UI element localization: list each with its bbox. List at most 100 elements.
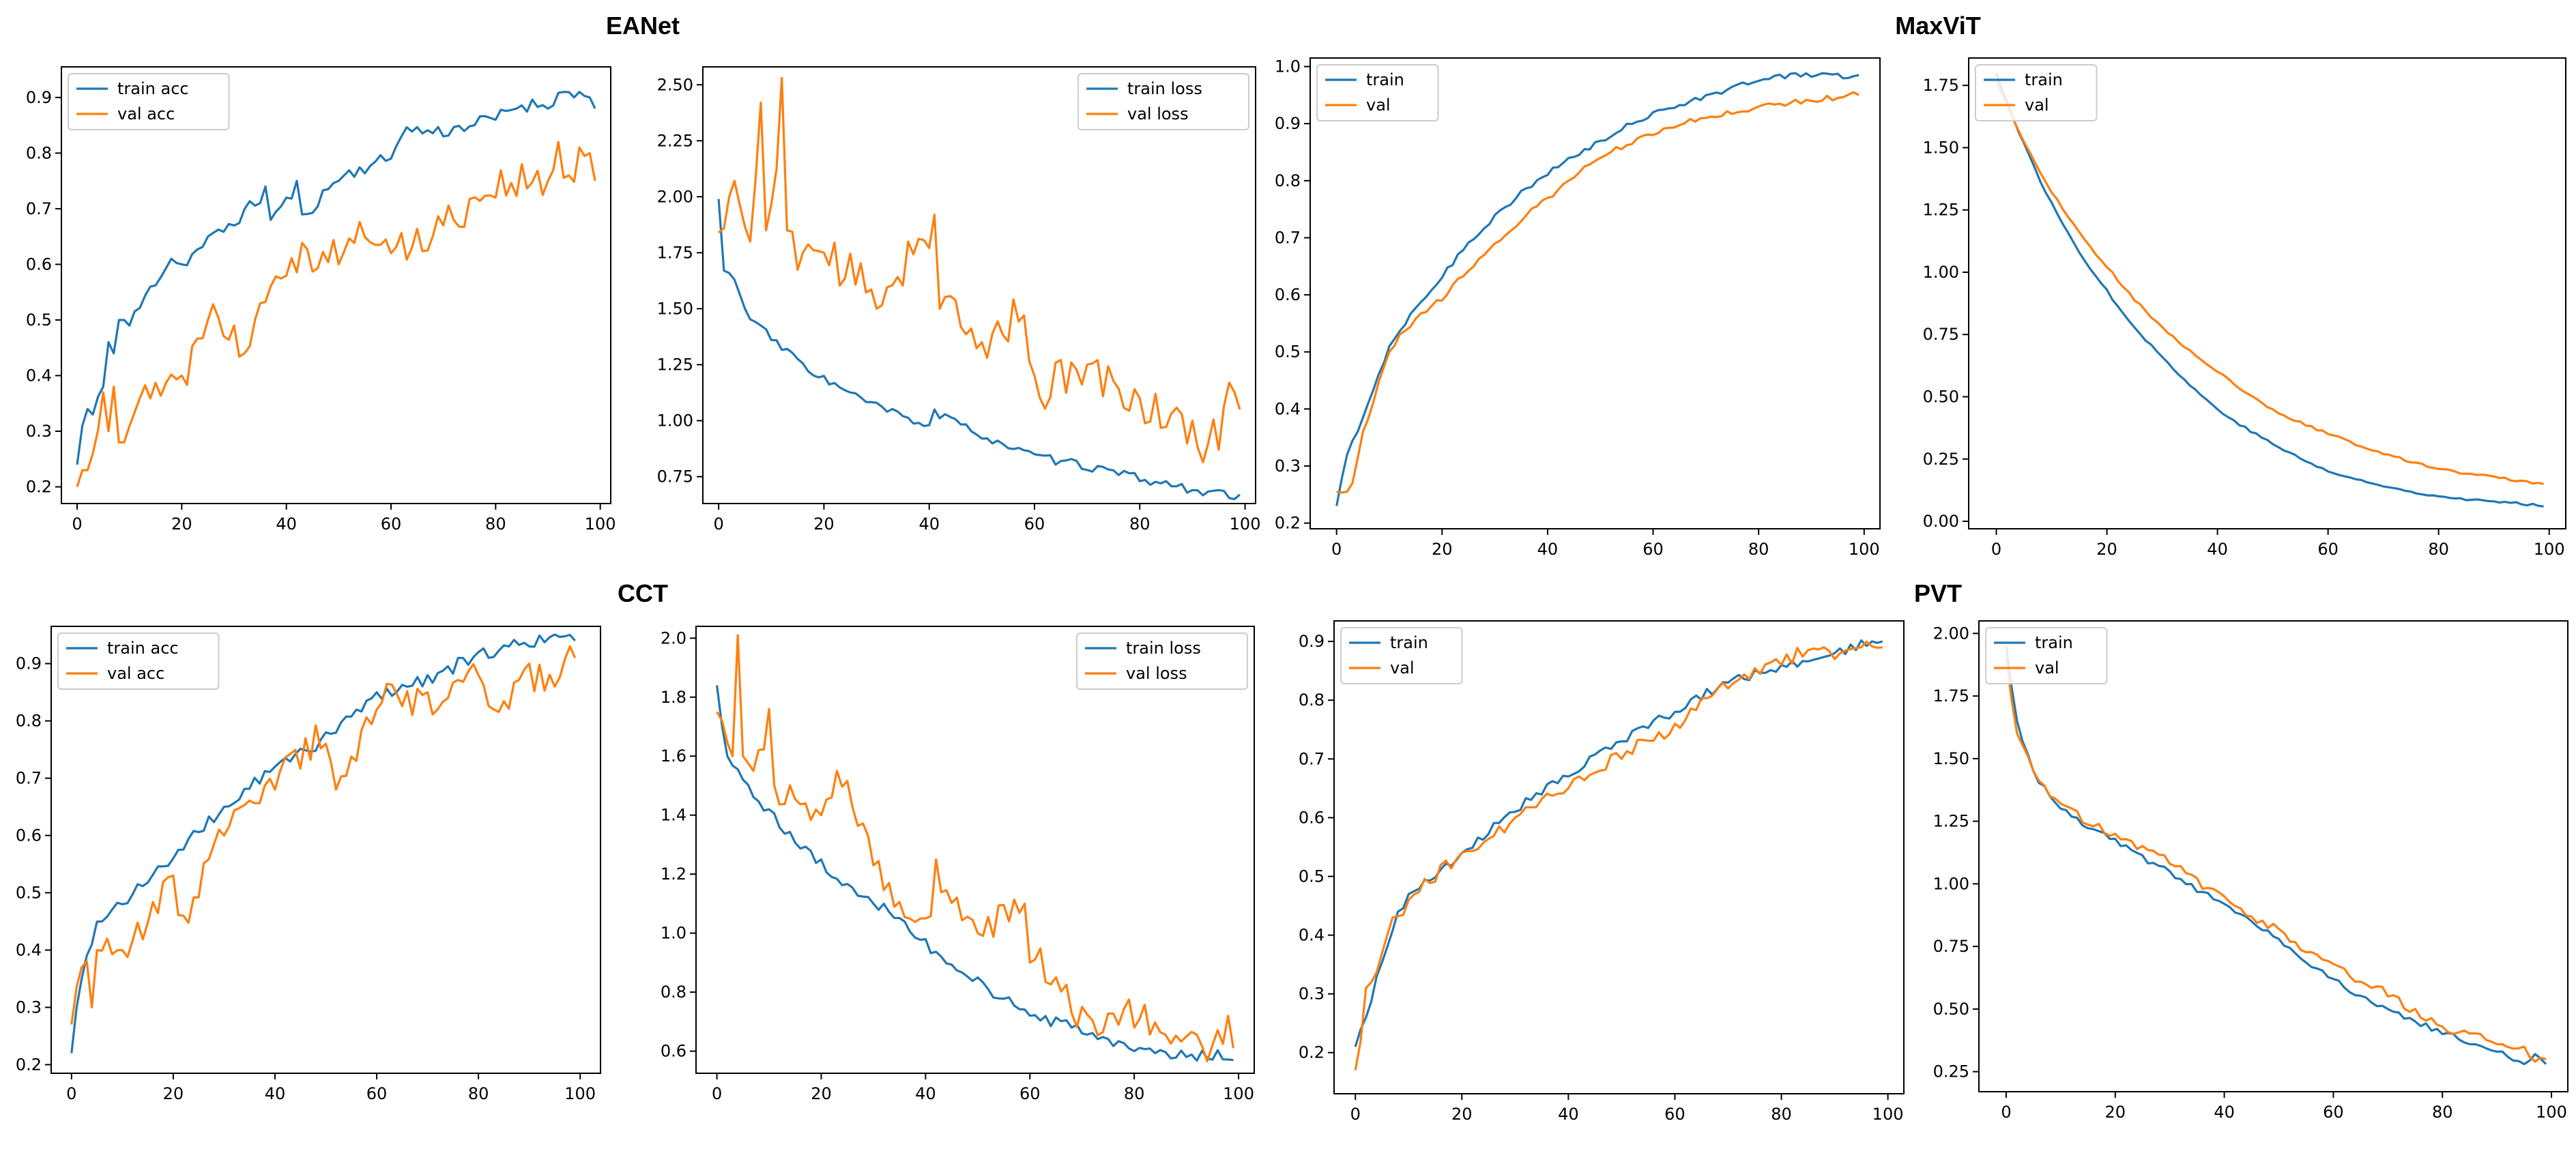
y-tick-label: 2.0 bbox=[661, 628, 686, 648]
legend: train loss val loss bbox=[1077, 73, 1249, 130]
y-tick-label: 0.6 bbox=[26, 254, 52, 274]
chart-eanet-acc: 0 20 40 60 80 100 0.2 0.3 0.4 0.5 0.6 0.7 0.8 0.9 trai… bbox=[26, 66, 616, 534]
legend: train val bbox=[1975, 64, 2098, 121]
legend-label: val loss bbox=[1127, 104, 1189, 123]
legend: train val bbox=[1985, 627, 2108, 684]
y-tick-label: 0.7 bbox=[1299, 749, 1325, 768]
legend-label: val bbox=[2035, 658, 2059, 678]
x-tick-label: 0 bbox=[1991, 540, 2001, 559]
legend-label: train bbox=[2025, 70, 2063, 89]
legend-box bbox=[1076, 632, 1248, 690]
chart-maxvit-loss: 0 20 40 60 80 100 0.00 0.25 0.50 0.75 1.00 1.25 1.50… bbox=[1923, 57, 2566, 559]
y-tick-label: 1.4 bbox=[661, 806, 686, 825]
y-tick-label: 0.25 bbox=[1933, 1062, 1969, 1081]
legend-label: train acc bbox=[107, 639, 179, 658]
series-line-train bbox=[70, 633, 576, 1053]
y-tick-label: 0.6 bbox=[16, 826, 42, 845]
y-tick-label: 2.25 bbox=[657, 131, 693, 150]
x-tick-label: 80 bbox=[2432, 1103, 2453, 1122]
y-tick-label: 0.4 bbox=[26, 366, 52, 385]
y-tick-label: 1.8 bbox=[661, 688, 686, 707]
y-tick-label: 0.8 bbox=[16, 712, 42, 731]
chart-maxvit-acc: 0 20 40 60 80 100 0.2 0.3 0.4 0.5 0.6 0.7 0.8 0.9 1.0 t… bbox=[1275, 57, 1881, 559]
legend-label: val acc bbox=[117, 104, 175, 123]
plot-frame bbox=[702, 66, 1256, 504]
y-tick-label: 1.00 bbox=[1923, 263, 1959, 282]
x-tick-label: 40 bbox=[1558, 1105, 1579, 1124]
series-line-val bbox=[718, 76, 1241, 464]
y-tick-label: 0.4 bbox=[1299, 926, 1325, 945]
y-tick-label: 1.25 bbox=[657, 355, 693, 375]
series-line-train bbox=[1995, 72, 2544, 508]
x-tick-label: 40 bbox=[918, 514, 940, 534]
legend-label: train bbox=[1390, 633, 1428, 652]
series-line-train bbox=[1354, 639, 1883, 1047]
series-line-train bbox=[76, 91, 596, 465]
x-tick-label: 80 bbox=[2428, 540, 2449, 559]
series-line-val bbox=[1336, 91, 1859, 494]
x-tick-label: 0 bbox=[72, 514, 82, 534]
y-tick-label: 0.00 bbox=[1923, 512, 1959, 531]
legend-label: val bbox=[1366, 96, 1391, 115]
series-line-val bbox=[1354, 640, 1883, 1071]
x-tick-label: 100 bbox=[564, 1084, 596, 1103]
legend-label: val loss bbox=[1126, 664, 1187, 683]
x-tick-label: 60 bbox=[1019, 1084, 1041, 1103]
y-tick-label: 2.00 bbox=[657, 187, 693, 206]
x-tick-label: 40 bbox=[1537, 540, 1559, 559]
series-line-train bbox=[716, 685, 1234, 1062]
x-tick-label: 0 bbox=[1350, 1105, 1361, 1124]
y-tick-label: 0.5 bbox=[1299, 867, 1325, 886]
x-tick-label: 0 bbox=[712, 1084, 722, 1103]
chart-pvt-loss: 0 20 40 60 80 100 0.25 0.50 0.75 1.00 1.25 1.50 1.75… bbox=[1933, 620, 2568, 1122]
series-line-train bbox=[2005, 645, 2547, 1066]
x-tick-label: 20 bbox=[813, 514, 835, 534]
y-tick-label: 1.25 bbox=[1923, 201, 1959, 220]
legend: train val bbox=[1316, 64, 1439, 121]
x-tick-label: 80 bbox=[468, 1084, 489, 1103]
y-tick-label: 0.8 bbox=[26, 143, 52, 162]
series-line-val bbox=[76, 141, 596, 487]
y-tick-label: 0.8 bbox=[1299, 690, 1325, 710]
x-tick-label: 0 bbox=[66, 1084, 76, 1103]
x-tick-label: 60 bbox=[1664, 1105, 1685, 1124]
y-tick-label: 0.25 bbox=[1923, 450, 1959, 469]
y-tick-label: 0.3 bbox=[1275, 456, 1301, 476]
y-tick-label: 0.3 bbox=[26, 422, 52, 441]
series-line-val bbox=[716, 634, 1234, 1063]
chart-eanet-loss: 0 20 40 60 80 100 0.75 1.00 1.25 1.50 1.75 2.00 2.25… bbox=[657, 66, 1260, 534]
y-tick-label: 1.75 bbox=[657, 243, 693, 262]
x-tick-label: 80 bbox=[1771, 1105, 1792, 1124]
y-tick-label: 0.9 bbox=[1299, 632, 1325, 651]
legend-box bbox=[1077, 73, 1249, 130]
y-tick-label: 0.8 bbox=[661, 983, 686, 1002]
y-tick-label: 0.5 bbox=[26, 310, 52, 330]
y-tick-label: 0.2 bbox=[16, 1055, 42, 1074]
x-tick-label: 20 bbox=[1451, 1105, 1473, 1124]
legend: train val bbox=[1340, 627, 1463, 684]
x-tick-label: 20 bbox=[2104, 1103, 2126, 1122]
series-line-val bbox=[2005, 658, 2547, 1063]
x-tick-label: 20 bbox=[1432, 540, 1453, 559]
x-tick-label: 100 bbox=[585, 514, 616, 534]
chart-pvt-acc: 0 20 40 60 80 100 0.2 0.3 0.4 0.5 0.6 0.7 0.8 0.9 trai… bbox=[1299, 620, 1905, 1124]
y-tick-label: 0.7 bbox=[16, 769, 42, 788]
x-tick-label: 60 bbox=[2323, 1103, 2344, 1122]
x-tick-label: 0 bbox=[1331, 540, 1342, 559]
group-title-eanet: EANet bbox=[606, 12, 680, 40]
x-tick-label: 40 bbox=[2214, 1103, 2235, 1122]
y-tick-label: 0.3 bbox=[16, 998, 42, 1017]
y-tick-label: 0.75 bbox=[1933, 937, 1969, 956]
series-line-val bbox=[1995, 80, 2544, 485]
x-tick-label: 100 bbox=[1849, 540, 1880, 559]
y-tick-label: 1.75 bbox=[1923, 76, 1959, 95]
y-tick-label: 0.2 bbox=[26, 478, 52, 497]
x-tick-label: 80 bbox=[1748, 540, 1769, 559]
x-tick-label: 80 bbox=[485, 514, 506, 534]
legend-label: train loss bbox=[1126, 639, 1201, 658]
y-tick-label: 0.75 bbox=[1923, 325, 1959, 344]
legend-label: train bbox=[1366, 70, 1404, 89]
x-tick-label: 40 bbox=[2207, 540, 2228, 559]
y-tick-label: 1.00 bbox=[1933, 874, 1969, 893]
